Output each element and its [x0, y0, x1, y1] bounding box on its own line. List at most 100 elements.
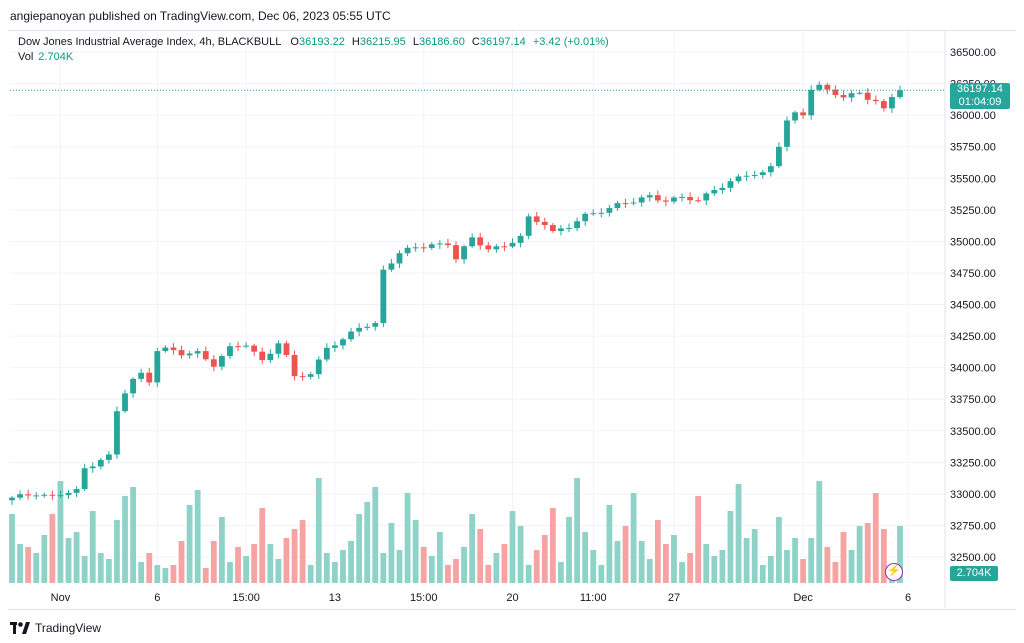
candle[interactable] [646, 192, 653, 202]
candle[interactable] [178, 345, 185, 359]
candle[interactable] [162, 345, 169, 353]
candle[interactable] [558, 224, 564, 236]
candle[interactable] [525, 213, 532, 240]
candle[interactable] [396, 250, 403, 269]
candle[interactable] [848, 90, 855, 102]
candle[interactable] [251, 343, 258, 357]
candle[interactable] [872, 95, 879, 105]
candle[interactable] [275, 340, 282, 359]
candle[interactable] [9, 496, 15, 505]
candle[interactable] [816, 81, 823, 92]
candle[interactable] [533, 211, 540, 226]
candle[interactable] [735, 173, 742, 184]
candle[interactable] [299, 371, 306, 381]
candle[interactable] [307, 371, 314, 380]
candle[interactable] [243, 342, 250, 349]
candle[interactable] [687, 192, 694, 205]
candle[interactable] [33, 492, 40, 500]
time-axis[interactable]: Nov 6 15:00 13 15:00 20 11:00 27 Dec 6 [51, 592, 911, 604]
candle[interactable] [130, 377, 136, 398]
candle[interactable] [267, 349, 274, 363]
candle[interactable] [283, 340, 290, 358]
candle[interactable] [348, 327, 354, 342]
candle[interactable] [17, 490, 23, 501]
candle[interactable] [461, 244, 467, 264]
candle[interactable] [49, 490, 56, 500]
candle[interactable] [638, 194, 645, 207]
candle[interactable] [210, 355, 217, 372]
candle[interactable] [800, 108, 807, 119]
candle[interactable] [388, 258, 395, 272]
candle[interactable] [703, 191, 710, 206]
candle[interactable] [202, 346, 209, 361]
candle[interactable] [808, 85, 815, 120]
candle[interactable] [372, 320, 379, 331]
candle[interactable] [227, 342, 233, 360]
candle[interactable] [453, 241, 459, 263]
candle[interactable] [114, 406, 120, 459]
candle[interactable] [340, 337, 346, 350]
candle[interactable] [194, 348, 201, 359]
candle[interactable] [323, 343, 330, 362]
lightning-icon[interactable]: ⚡ [885, 563, 903, 581]
candle[interactable] [541, 217, 548, 230]
candle[interactable] [784, 116, 790, 152]
candle[interactable] [711, 185, 718, 197]
candle[interactable] [880, 98, 887, 112]
candle[interactable] [445, 238, 451, 249]
candle[interactable] [897, 85, 903, 99]
candle[interactable] [743, 171, 750, 182]
candle[interactable] [598, 208, 605, 218]
candle[interactable] [695, 196, 702, 203]
candle[interactable] [380, 265, 387, 328]
candle[interactable] [154, 347, 161, 387]
candle[interactable] [767, 162, 774, 177]
candle[interactable] [218, 354, 225, 371]
candle[interactable] [356, 323, 363, 337]
candle[interactable] [622, 198, 629, 208]
candle[interactable] [73, 486, 80, 498]
candle[interactable] [315, 356, 322, 379]
candle[interactable] [864, 88, 871, 105]
candle[interactable] [259, 347, 266, 364]
candle[interactable] [662, 196, 669, 207]
candle[interactable] [25, 489, 32, 500]
price-axis[interactable]: 32500.00 32750.00 33000.00 33250.00 33500.00… [944, 31, 996, 608]
candle[interactable] [364, 323, 371, 331]
candle[interactable] [759, 169, 766, 179]
candle[interactable] [824, 82, 831, 95]
candle[interactable] [671, 195, 677, 205]
candle[interactable] [776, 142, 782, 169]
candle[interactable] [469, 233, 476, 249]
candle[interactable] [65, 490, 72, 500]
candle[interactable] [493, 244, 500, 253]
candle[interactable] [751, 170, 758, 179]
candle[interactable] [105, 450, 112, 464]
candle[interactable] [501, 242, 508, 252]
candle[interactable] [57, 490, 64, 499]
candle[interactable] [856, 89, 863, 95]
candle[interactable] [186, 350, 193, 359]
candle[interactable] [679, 193, 685, 202]
candle[interactable] [332, 341, 338, 352]
candle[interactable] [138, 368, 145, 383]
candle[interactable] [420, 243, 427, 253]
candle[interactable] [582, 212, 589, 226]
candle[interactable] [428, 242, 435, 250]
candle[interactable] [566, 223, 572, 233]
candle[interactable] [170, 343, 177, 355]
candle[interactable] [654, 190, 661, 204]
candle[interactable] [404, 245, 411, 257]
candle[interactable] [146, 368, 153, 386]
candle[interactable] [89, 462, 96, 473]
candle[interactable] [792, 110, 798, 124]
candle[interactable] [235, 341, 241, 351]
candle[interactable] [614, 200, 621, 211]
candle[interactable] [606, 204, 613, 217]
candle[interactable] [436, 240, 443, 249]
candle[interactable] [832, 85, 839, 99]
candle[interactable] [485, 242, 492, 253]
candle[interactable] [97, 457, 104, 470]
candle[interactable] [727, 178, 734, 193]
